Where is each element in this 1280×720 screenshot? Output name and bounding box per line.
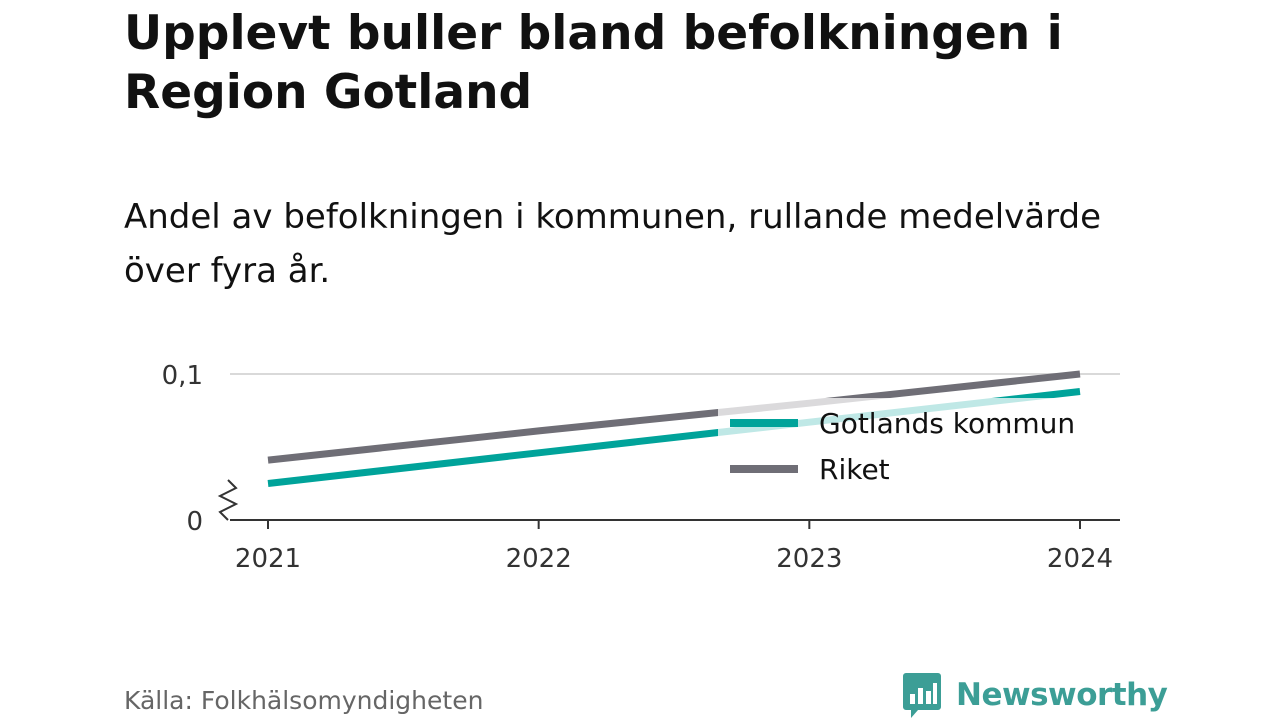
- legend: Gotlands kommun Riket: [730, 407, 1075, 486]
- legend-backdrop: [718, 398, 1098, 494]
- legend-label: Gotlands kommun: [819, 407, 1075, 440]
- chart-title: Upplevt buller bland befolkningen i Regi…: [124, 6, 1063, 120]
- x-tick-label: 2021: [235, 544, 301, 574]
- y-tick-label: 0: [186, 507, 203, 537]
- axis-layer: 0 0,1 2021 2022 2023 2024: [162, 361, 1120, 574]
- source-note: Källa: Folkhälsomyndigheten: [124, 686, 484, 715]
- chart-subtitle: Andel av befolkningen i kommunen, rullan…: [124, 197, 1102, 291]
- bar-chart-speech-bubble-icon: [903, 673, 941, 718]
- x-tick-label: 2022: [506, 544, 572, 574]
- brand-name: Newsworthy: [956, 677, 1168, 713]
- y-tick-label: 0,1: [162, 361, 203, 391]
- brand-logo: Newsworthy: [902, 670, 1168, 720]
- x-tick-label: 2024: [1047, 544, 1113, 574]
- series-line: [267, 370, 1081, 464]
- y-axis-break: [217, 479, 239, 521]
- line-chart: 0 0,1 2021 2022 2023 2024 Gotlands kommun Rike…: [162, 361, 1120, 574]
- legend-label: Riket: [819, 453, 890, 486]
- x-tick-label: 2023: [776, 544, 842, 574]
